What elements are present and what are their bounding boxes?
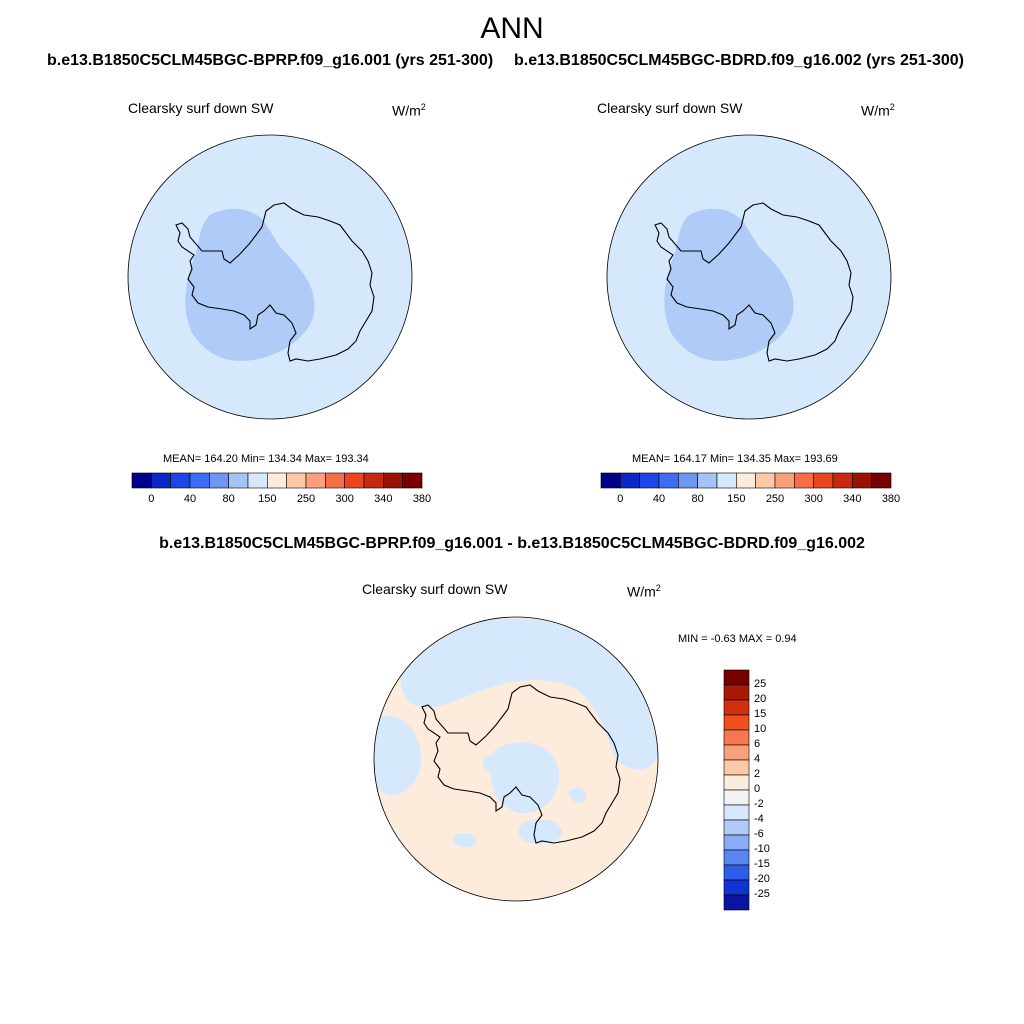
colorbar-tick: 250 (765, 493, 785, 505)
panel1-label: Clearsky surf down SW (128, 100, 274, 116)
low-value-region (664, 208, 794, 361)
colorbar-tick: -4 (754, 813, 764, 825)
figure-title: ANN (480, 12, 544, 45)
coastline (175, 202, 375, 362)
colorbar-tick: 80 (222, 493, 235, 505)
colorbar-swatch (723, 729, 750, 746)
colorbar-tick: 300 (804, 493, 823, 505)
negative-region-1 (374, 715, 421, 796)
colorbar-swatch (723, 744, 750, 761)
colorbar-swatch (871, 472, 892, 489)
colorbar-swatch (723, 774, 750, 791)
colorbar-tick: 15 (754, 708, 767, 720)
colorbar-tick: -25 (754, 888, 770, 900)
case1-title: b.e13.B1850C5CLM45BGC-BPRP.f09_g16.001 (… (47, 52, 494, 69)
coastline (421, 684, 621, 844)
panel2-label: Clearsky surf down SW (597, 100, 743, 116)
colorbar-tick: 6 (754, 738, 761, 750)
map-boundary (606, 134, 892, 420)
colorbar-tick: -2 (754, 798, 764, 810)
coastline (654, 202, 854, 362)
colorbar-tick: 80 (691, 493, 704, 505)
map-boundary (373, 616, 659, 902)
colorbar-tick: 0 (754, 783, 761, 795)
colorbar-swatch (723, 669, 750, 686)
colorbar-swatch (402, 472, 423, 489)
panel2-stats: MEAN= 164.17 Min= 134.35 Max= 193.69 (632, 453, 838, 465)
colorbar-swatch (723, 714, 750, 731)
colorbar-tick: 4 (754, 753, 761, 765)
negative-region-6 (568, 787, 587, 803)
colorbar-swatch (723, 804, 750, 821)
colorbar-tick: 0 (148, 493, 155, 505)
negative-region-0 (400, 618, 658, 770)
colorbar-tick: 250 (296, 493, 316, 505)
colorbar-swatch (723, 819, 750, 836)
colorbar-swatch (723, 789, 750, 806)
panel3-minmax: MIN = -0.63 MAX = 0.94 (678, 633, 797, 645)
colorbar-swatch (723, 849, 750, 866)
map-boundary (127, 134, 413, 420)
low-value-region (185, 208, 315, 361)
colorbar-swatch (723, 684, 750, 701)
colorbar-tick: 150 (258, 493, 277, 505)
colorbar-tick: 25 (754, 678, 767, 690)
colorbar-swatch (723, 699, 750, 716)
colorbar-tick: -6 (754, 828, 764, 840)
panel1-units: W/m2 (392, 102, 426, 119)
negative-region-4 (482, 755, 501, 772)
colorbar-swatch (723, 759, 750, 776)
colorbar-swatch (723, 834, 750, 851)
colorbar-swatch (723, 879, 750, 896)
colorbar-tick: 40 (183, 493, 197, 505)
colorbar-tick: 20 (754, 693, 767, 705)
panel3-units: W/m2 (627, 583, 661, 600)
colorbar-tick: -20 (754, 873, 770, 885)
negative-region-5 (452, 833, 477, 848)
panel3-label: Clearsky surf down SW (362, 581, 508, 597)
colorbar-tick: 0 (617, 493, 624, 505)
difference-title: b.e13.B1850C5CLM45BGC-BPRP.f09_g16.001 -… (159, 535, 865, 552)
colorbar-tick: 2 (754, 768, 761, 780)
negative-region-3 (518, 819, 563, 844)
colorbar-tick: 340 (374, 493, 393, 505)
colorbar-swatch (723, 864, 750, 881)
colorbar-tick: 340 (843, 493, 862, 505)
colorbar-tick: 150 (727, 493, 746, 505)
colorbar-tick: 10 (754, 723, 767, 735)
colorbar-tick: 380 (412, 493, 432, 505)
panel1-stats: MEAN= 164.20 Min= 134.34 Max= 193.34 (163, 453, 369, 465)
colorbar-tick: -10 (754, 843, 770, 855)
colorbar-swatch (723, 894, 750, 911)
colorbar-tick: 380 (881, 493, 901, 505)
colorbar-tick: -15 (754, 858, 770, 870)
panel2-units: W/m2 (861, 102, 895, 119)
colorbar-tick: 300 (335, 493, 354, 505)
colorbar-tick: 40 (652, 493, 666, 505)
case2-title: b.e13.B1850C5CLM45BGC-BDRD.f09_g16.002 (… (514, 52, 964, 69)
